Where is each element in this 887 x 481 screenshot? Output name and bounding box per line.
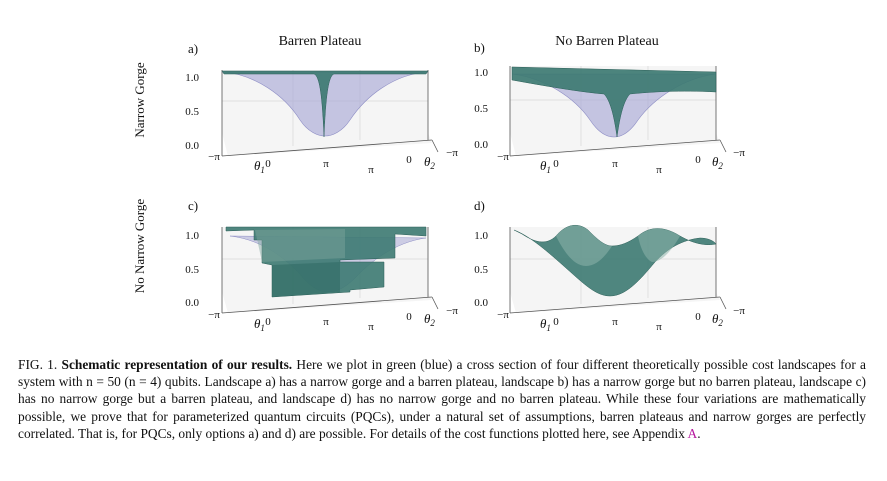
row-title-narrow-gorge: Narrow Gorge: [132, 62, 147, 137]
theta2-tick: −π: [733, 305, 745, 317]
panel-b: b) 1.0 0.5 0.0 −π 0 π π 0 −π θ1 θ2: [474, 40, 745, 176]
theta1-tick: 0: [553, 158, 559, 170]
col-title-no-barren-plateau: No Barren Plateau: [555, 34, 658, 49]
theta2-tick: π: [656, 321, 662, 333]
theta2-tick: −π: [446, 147, 458, 159]
theta1-tick: π: [612, 158, 618, 170]
theta2-tick: π: [656, 164, 662, 176]
theta2-tick: 0: [695, 154, 701, 166]
theta2-tick: π: [368, 164, 374, 176]
z-tick: 1.0: [474, 67, 488, 79]
green-landscape: [221, 70, 429, 138]
z-tick: 0.5: [185, 106, 199, 118]
theta1-tick: π: [323, 158, 329, 170]
theta1-tick: π: [612, 316, 618, 328]
theta1-tick: 0: [265, 316, 271, 328]
theta1-tick: −π: [497, 309, 509, 321]
z-tick: 0.5: [474, 264, 488, 276]
z-tick: 0.0: [474, 139, 488, 151]
theta1-tick: 0: [265, 158, 271, 170]
panel-c: c) 1.0 0.5 0.0 −π 0 π π 0 −π θ1 θ2: [185, 198, 458, 333]
panel-label-a: a): [188, 41, 198, 56]
figure-1: Barren Plateau No Barren Plateau Narrow …: [132, 34, 745, 333]
panel-d: d) 1.0 0.5 0.0 −π 0 π π 0 −π θ1 θ2: [474, 198, 745, 333]
panel-a: a) 1.0 0.5 0.0 −π 0 π π 0 −π θ1 θ2: [185, 41, 458, 176]
caption-bold-title: Schematic representation of our results.: [61, 357, 293, 372]
z-tick: 0.0: [474, 297, 488, 309]
theta1-axis-label: θ1: [254, 316, 265, 333]
figure-caption: FIG. 1. Schematic representation of our …: [18, 356, 866, 442]
theta2-tick: 0: [695, 311, 701, 323]
theta1-tick: π: [323, 316, 329, 328]
theta1-axis-label: θ1: [254, 158, 265, 175]
theta2-axis-label: θ2: [712, 154, 723, 171]
caption-body: Here we plot in green (blue) a cross sec…: [18, 357, 866, 441]
theta2-axis-label: θ2: [424, 154, 435, 171]
appendix-link[interactable]: A: [687, 425, 698, 441]
theta2-tick: −π: [733, 147, 745, 159]
theta1-tick: −π: [497, 151, 509, 163]
theta2-axis-label: θ2: [424, 311, 435, 328]
theta2-tick: 0: [406, 311, 412, 323]
theta1-tick: 0: [553, 316, 559, 328]
theta2-tick: −π: [446, 305, 458, 317]
theta1-tick: −π: [208, 309, 220, 321]
theta2-tick: π: [368, 321, 374, 333]
panel-label-c: c): [188, 198, 198, 213]
theta1-axis-label: θ1: [540, 158, 551, 175]
z-tick: 0.5: [474, 103, 488, 115]
col-title-barren-plateau: Barren Plateau: [279, 34, 362, 49]
row-title-no-narrow-gorge: No Narrow Gorge: [132, 199, 147, 294]
z-tick: 1.0: [474, 230, 488, 242]
z-tick: 1.0: [185, 72, 199, 84]
z-tick: 1.0: [185, 230, 199, 242]
panel-label-b: b): [474, 40, 485, 55]
caption-prefix: FIG. 1.: [18, 357, 58, 372]
z-tick: 0.0: [185, 297, 199, 309]
theta2-tick: 0: [406, 154, 412, 166]
z-tick: 0.0: [185, 140, 199, 152]
theta2-axis-label: θ2: [712, 311, 723, 328]
z-tick: 0.5: [185, 264, 199, 276]
theta1-axis-label: θ1: [540, 316, 551, 333]
caption-end: .: [697, 425, 701, 441]
theta1-tick: −π: [208, 151, 220, 163]
panel-label-d: d): [474, 198, 485, 213]
green-landscape: [511, 66, 717, 138]
